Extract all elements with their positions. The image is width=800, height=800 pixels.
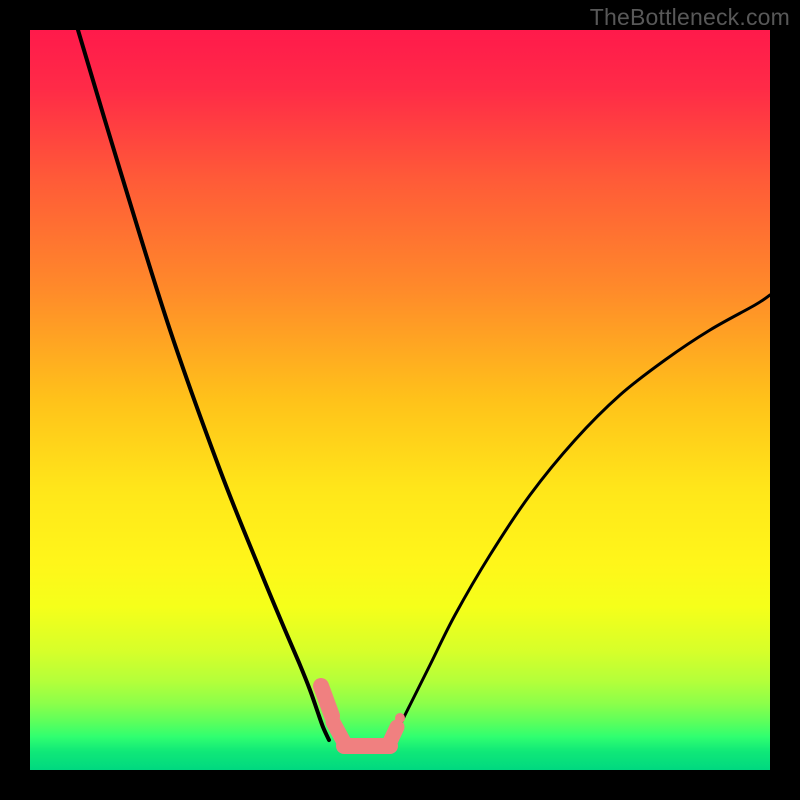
datapoint-node — [387, 731, 397, 741]
datapoint-node — [321, 693, 331, 703]
datapoint-node — [336, 734, 346, 744]
gradient-background — [30, 30, 770, 770]
datapoint-node — [395, 713, 405, 723]
bottleneck-chart — [0, 0, 800, 800]
chart-canvas: TheBottleneck.com — [0, 0, 800, 800]
datapoint-node — [327, 713, 337, 723]
